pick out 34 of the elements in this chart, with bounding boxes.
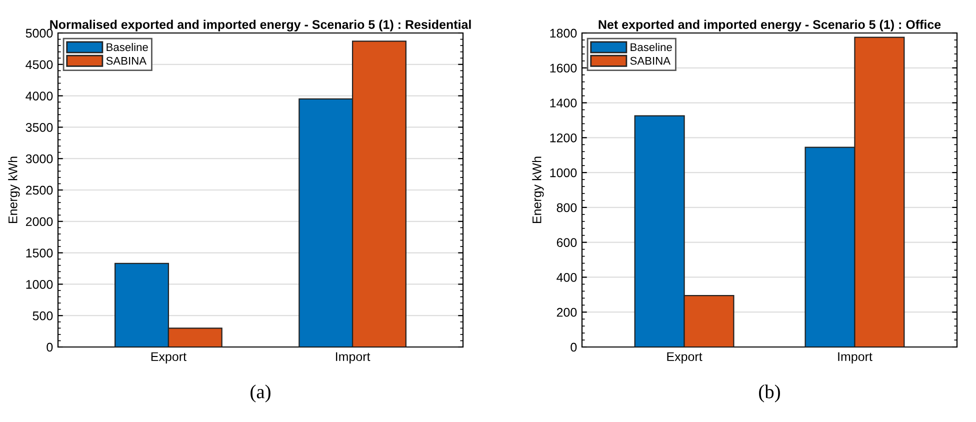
y-tick-label: 0 — [570, 342, 577, 352]
y-tick-label: 1200 — [550, 133, 577, 142]
y-tick-label: 2500 — [26, 186, 53, 195]
y-tick-label: 400 — [556, 273, 577, 282]
legend-label: Baseline — [106, 42, 148, 52]
chart-title: Net exported and imported energy - Scenario 5 (1) : Office — [598, 20, 941, 32]
y-tick-label: 1000 — [26, 280, 53, 289]
text: (b) — [759, 384, 780, 402]
y-tick-label: 0 — [46, 342, 53, 352]
x-tick-label: Export — [667, 352, 702, 364]
y-tick-label: 1500 — [26, 248, 53, 258]
y-tick-label: 1400 — [550, 98, 577, 108]
y-tick-label: 200 — [556, 308, 577, 317]
x-tick-label: Import — [838, 352, 872, 364]
y-tick-label: 4500 — [26, 60, 53, 70]
y-axis-title: Energy kWh — [8, 156, 20, 224]
y-tick-label: 3500 — [26, 123, 53, 132]
text: (a) — [250, 384, 270, 402]
y-tick-label: 500 — [32, 311, 53, 320]
legend-label: Baseline — [630, 42, 672, 52]
y-tick-label: 800 — [556, 203, 577, 212]
y-tick-label: 2000 — [26, 217, 53, 226]
y-tick-label: 5000 — [26, 28, 53, 38]
y-tick-label: 600 — [556, 238, 577, 247]
y-axis-title: Energy kWh — [532, 156, 544, 224]
y-tick-label: 1800 — [550, 28, 577, 38]
legend-label: SABINA — [630, 56, 671, 65]
y-tick-label: 1600 — [550, 64, 577, 73]
y-tick-label: 3000 — [26, 154, 53, 164]
x-tick-label: Export — [151, 352, 186, 364]
y-tick-label: 1000 — [550, 168, 577, 178]
y-tick-label: 4000 — [26, 92, 53, 100]
legend-label: SABINA — [106, 56, 147, 65]
x-tick-label: Import — [336, 352, 370, 364]
